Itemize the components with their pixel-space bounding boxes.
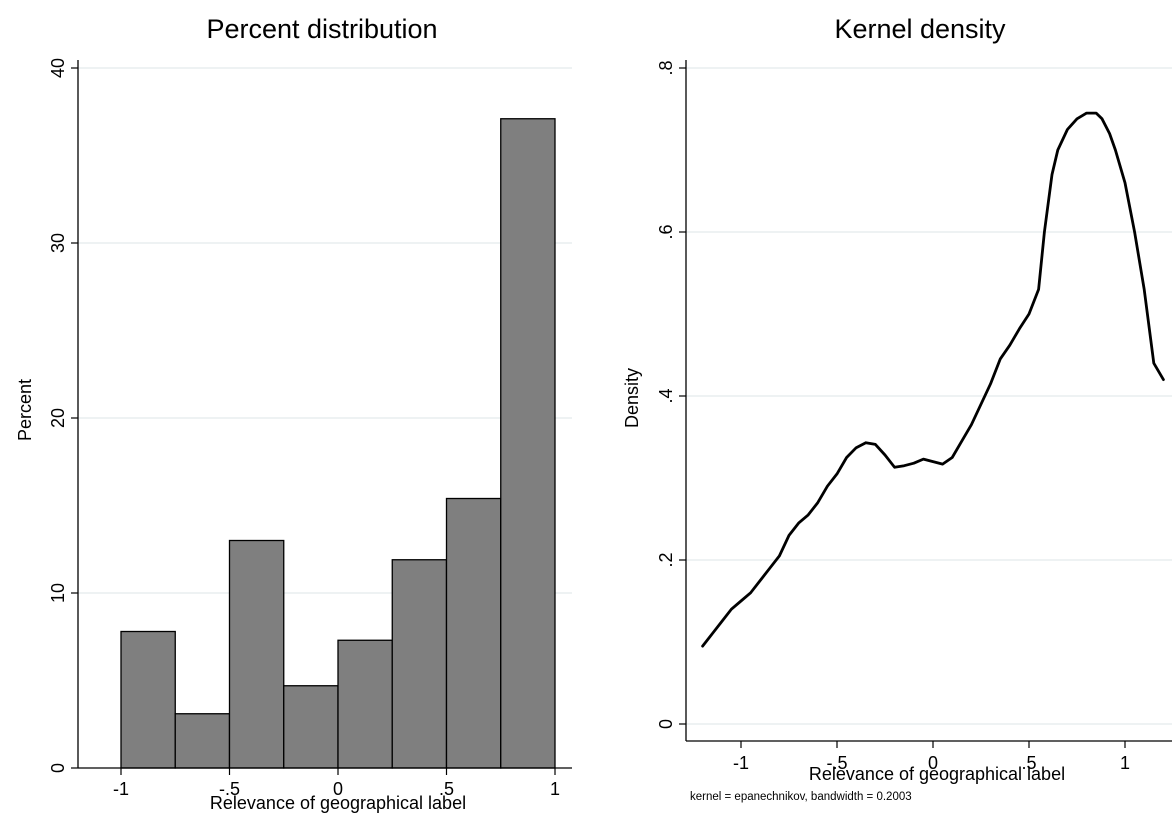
histogram-x-tick-label: 1 [550,779,560,799]
histogram-bars [120,118,556,769]
kernel-density-x-tick-label: 1 [1120,753,1130,773]
histogram-bar [500,118,556,769]
kernel-density-x-tick-label: 0 [928,753,938,773]
histogram-y-tick-label: 10 [48,583,68,603]
kernel-density-y-tick-label: .4 [656,388,676,403]
histogram-bar [120,630,176,769]
kernel-density-gridlines [686,67,1172,725]
histogram-y-tick-label: 20 [48,408,68,428]
histogram-x-tick-label: 0 [333,779,343,799]
histogram-title: Percent distribution [206,14,437,44]
histogram-y-tick-label: 30 [48,233,68,253]
kernel-density-curve [701,111,1165,648]
kernel-density-panel: Kernel density 0 .2 .4 .6 .8 -1 -.5 0 .5 1 Relev… [622,14,1172,803]
histogram-x-ticks: -1 -.5 0 .5 1 [113,768,560,799]
kernel-density-x-ticks: -1 -.5 0 .5 1 [733,741,1130,773]
histogram-panel: Percent distribution 0 10 20 30 40 -1 -.5 0 .5 1… [15,14,572,813]
histogram-y-ticks: 0 10 20 30 40 [48,58,78,773]
histogram-x-axis-label: Relevance of geographical label [210,793,466,813]
kernel-density-y-tick-label: 0 [656,719,676,729]
kernel-density-x-tick-label: -1 [733,753,749,773]
kernel-density-note: kernel = epanechnikov, bandwidth = 0.200… [690,791,912,803]
kernel-density-title: Kernel density [834,14,1006,44]
kernel-density-y-tick-label: .8 [656,60,676,75]
kernel-density-x-axis-label: Relevance of geographical label [809,764,1065,784]
histogram-y-tick-label: 40 [48,58,68,78]
kernel-density-y-tick-label: .6 [656,224,676,239]
histogram-bar [174,713,231,769]
kernel-density-x-tick-label: .5 [1021,753,1036,773]
histogram-bar [283,685,339,769]
histogram-x-tick-label: .5 [439,779,454,799]
kernel-density-y-tick-label: .2 [656,552,676,567]
histogram-bar [391,559,448,769]
kernel-density-x-tick-label: -.5 [826,753,847,773]
histogram-y-axis-label: Percent [15,379,35,441]
histogram-x-tick-label: -1 [113,779,129,799]
histogram-x-tick-label: -.5 [219,779,240,799]
histogram-bar [228,539,285,769]
histogram-bar [337,639,393,769]
histogram-bar [445,497,502,769]
histogram-y-tick-label: 0 [48,763,68,773]
kernel-density-y-axis-label: Density [622,368,642,428]
kernel-density-y-ticks: 0 .2 .4 .6 .8 [656,60,686,729]
